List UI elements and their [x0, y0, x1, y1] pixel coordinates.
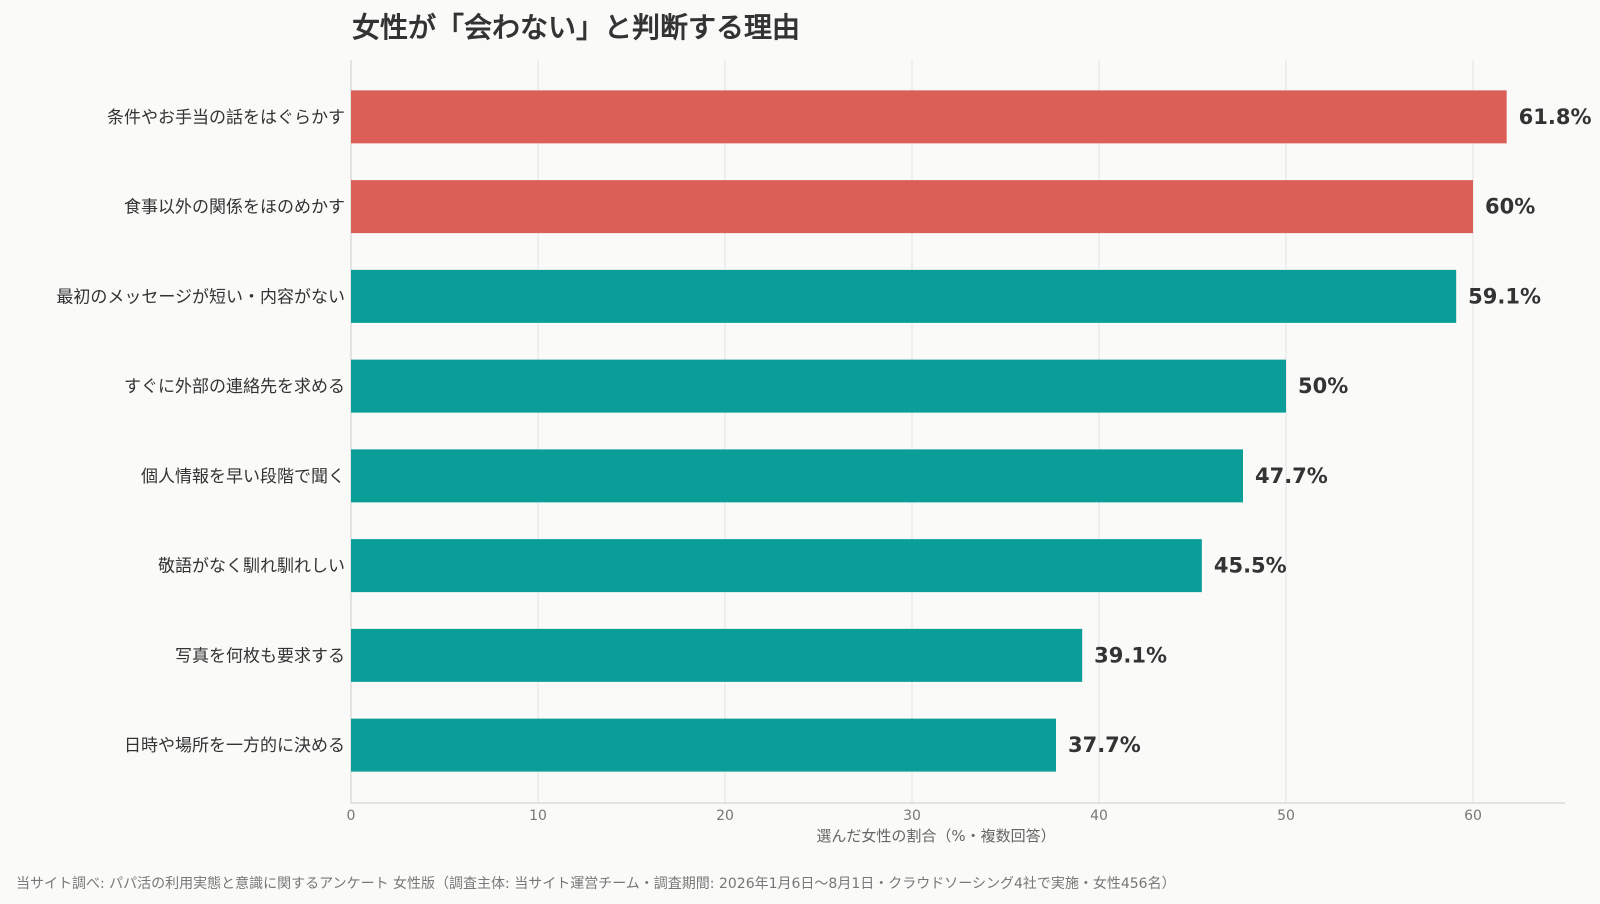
category-label: 最初のメッセージが短い・内容がない	[56, 287, 345, 307]
bar	[351, 359, 1286, 413]
bar-value-label: 50%	[1298, 374, 1348, 398]
bar-value-label: 45.5%	[1214, 554, 1287, 578]
bar	[351, 718, 1056, 772]
x-tick-label: 50	[1277, 808, 1295, 824]
bar	[351, 90, 1507, 144]
bar	[351, 628, 1083, 682]
category-label: 条件やお手当の話をはぐらかす	[107, 108, 345, 128]
bar	[351, 180, 1473, 234]
grid-lines	[350, 60, 1474, 803]
x-tick-label: 60	[1464, 808, 1482, 824]
bar	[351, 449, 1243, 503]
bar-value-label: 60%	[1485, 195, 1535, 219]
x-tick-label: 30	[903, 808, 921, 824]
bar	[351, 539, 1202, 593]
category-label: 食事以外の関係をほのめかす	[124, 198, 345, 218]
x-tick-label: 10	[529, 808, 547, 824]
bar	[351, 269, 1457, 323]
category-label: 個人情報を早い段階で聞く	[141, 467, 345, 487]
category-label: 敬語がなく馴れ馴れしい	[158, 557, 345, 577]
bar-value-label: 39.1%	[1094, 643, 1167, 667]
x-axis-ticks: 0 10 20 30 40 50 60	[347, 808, 1482, 824]
bars	[351, 90, 1507, 772]
category-label: すぐに外部の連絡先を求める	[124, 377, 345, 397]
bar-value-label: 37.7%	[1068, 733, 1141, 757]
category-label: 日時や場所を一方的に決める	[124, 736, 345, 756]
bar-value-label: 61.8%	[1519, 105, 1592, 129]
footnote: 当サイト調べ: パパ活の利用実態と意識に関するアンケート 女性版（調査主体: 当…	[16, 875, 1176, 892]
bar-value-label: 47.7%	[1255, 464, 1328, 488]
value-labels: 61.8% 60% 59.1% 50% 47.7% 45.5% 39.1% 37.7%	[1068, 105, 1592, 757]
x-tick-label: 20	[716, 808, 734, 824]
x-tick-label: 40	[1090, 808, 1108, 824]
x-axis-label: 選んだ女性の割合（%・複数回答）	[816, 827, 1055, 845]
x-tick-label: 0	[347, 808, 356, 824]
chart-title: 女性が「会わない」と判断する理由	[352, 11, 800, 44]
bar-value-label: 59.1%	[1468, 284, 1541, 308]
category-label: 写真を何枚も要求する	[175, 646, 345, 666]
category-labels: 条件やお手当の話をはぐらかす食事以外の関係をほのめかす最初のメッセージが短い・内…	[56, 108, 345, 756]
